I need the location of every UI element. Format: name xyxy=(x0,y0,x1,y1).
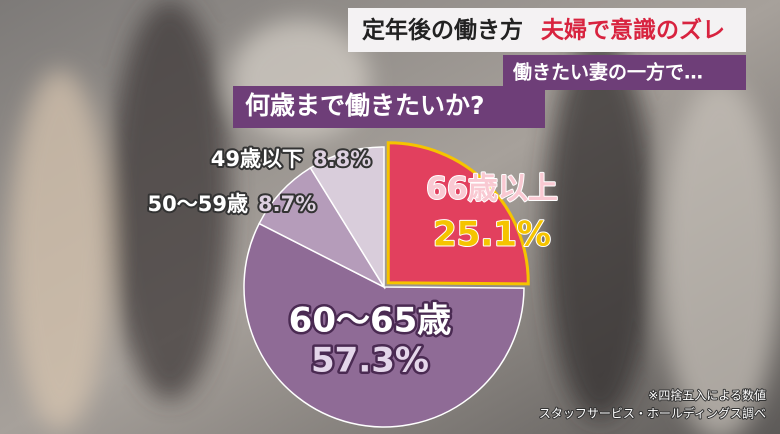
pie-slice xyxy=(309,146,385,290)
source: スタッフサービス・ホールディングス調べ xyxy=(539,406,766,421)
slice-value: 8.7% xyxy=(258,192,316,216)
slice-label: 50〜59歳 xyxy=(148,192,248,216)
slice-value: 8.8% xyxy=(313,147,371,171)
subtitle-box xyxy=(503,55,746,90)
note: ※四捨五入による数値 xyxy=(648,388,766,403)
slice-value: 57.3% xyxy=(311,341,429,381)
pie-slice xyxy=(243,222,525,428)
headline-box xyxy=(348,8,746,52)
slice-label: 60〜65歳 xyxy=(289,301,452,341)
headline-left: 定年後の働き方 xyxy=(362,17,523,44)
chart-title: 何歳まで働きたいか? xyxy=(245,91,485,120)
slice-value: 25.1% xyxy=(433,215,551,255)
subtitle: 働きたい妻の一方で… xyxy=(512,61,703,84)
headline-right: 夫婦で意識のズレ xyxy=(541,17,725,44)
pie-slice xyxy=(386,141,530,286)
slice-label: 66歳以上 xyxy=(426,172,558,207)
chart-title-box xyxy=(233,86,545,128)
slice-label: 49歳以下 xyxy=(211,147,303,171)
